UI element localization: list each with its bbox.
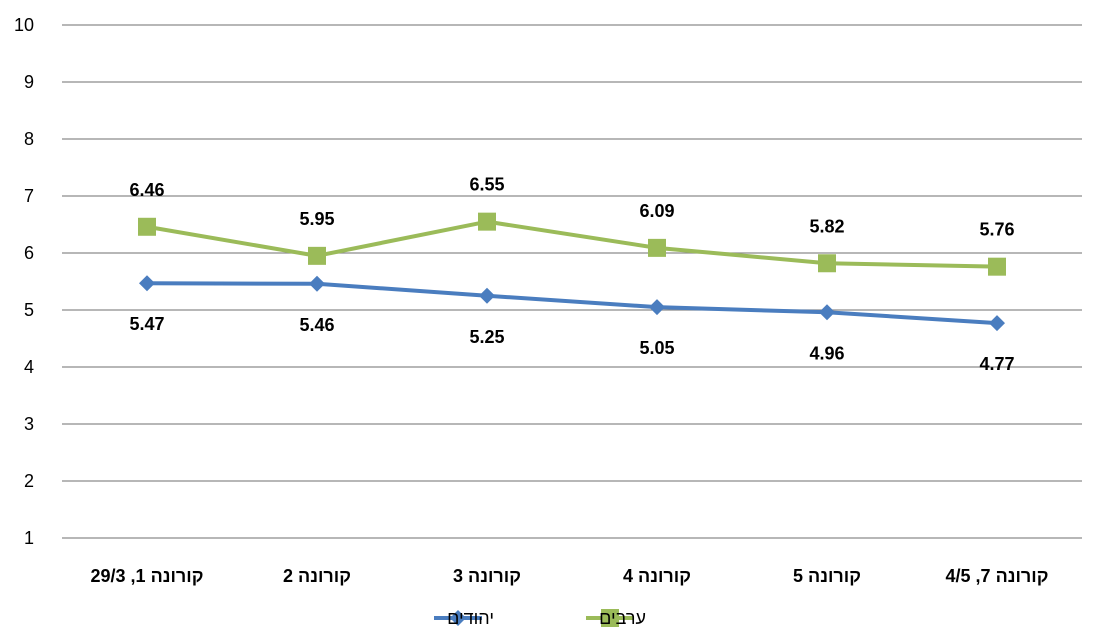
data-label: 6.55	[469, 175, 504, 195]
data-point-diamond	[989, 315, 1005, 332]
y-tick-label: 9	[24, 72, 34, 92]
data-point-diamond	[649, 299, 665, 316]
data-point-diamond	[139, 275, 155, 292]
legend-label: ערבים	[599, 608, 646, 628]
x-tick-label: קורונה 5	[793, 566, 861, 586]
data-label: 5.25	[469, 327, 504, 347]
data-label: 6.46	[129, 180, 164, 200]
data-label: 4.96	[809, 343, 844, 363]
data-label: 6.09	[639, 201, 674, 221]
data-point-square	[308, 246, 326, 265]
data-label: 5.95	[299, 209, 334, 229]
data-point-diamond	[309, 275, 325, 292]
y-tick-label: 2	[24, 471, 34, 491]
data-point-square	[138, 217, 156, 236]
y-tick-label: 4	[24, 357, 34, 377]
data-point-diamond	[819, 304, 835, 321]
y-tick-label: 5	[24, 300, 34, 320]
y-tick-label: 1	[24, 528, 34, 548]
legend-marker-diamond	[450, 610, 466, 626]
x-tick-label: קורונה 1, 29/3	[90, 566, 203, 586]
data-point-square	[648, 238, 666, 257]
series-lines	[138, 212, 1006, 332]
x-tick-label: קורונה 2	[283, 566, 351, 586]
legend: יהודים ערבים	[434, 608, 646, 628]
data-label: 5.46	[299, 315, 334, 335]
series-line	[146, 219, 998, 269]
y-axis-ticks: 1 2 3 4 5 6 7 8 9 10	[14, 15, 34, 548]
data-point-square	[988, 257, 1006, 276]
data-point-square	[478, 212, 496, 231]
legend-marker-square	[601, 609, 619, 627]
data-label: 5.76	[979, 220, 1014, 240]
data-point-square	[818, 254, 836, 273]
gridlines	[62, 24, 1082, 539]
y-tick-label: 3	[24, 414, 34, 434]
y-tick-label: 6	[24, 243, 34, 263]
y-tick-label: 10	[14, 15, 34, 35]
data-label: 5.47	[129, 314, 164, 334]
series-line	[146, 281, 998, 326]
x-axis-ticks: קורונה 1, 29/3 קורונה 2 קורונה 3 קורונה 4 קו…	[90, 566, 1048, 586]
x-tick-label: קורונה 3	[453, 566, 521, 586]
x-tick-label: קורונה 4	[623, 566, 691, 586]
data-label: 4.77	[979, 354, 1014, 374]
data-point-diamond	[479, 287, 495, 304]
data-label: 5.82	[809, 216, 844, 236]
y-tick-label: 8	[24, 129, 34, 149]
data-label: 5.05	[639, 338, 674, 358]
x-tick-label: קורונה 7, 4/5	[946, 566, 1049, 586]
y-tick-label: 7	[24, 186, 34, 206]
legend-label: יהודים	[447, 608, 494, 628]
data-labels: 5.47 5.46 5.25 5.05 4.96 4.77 6.46 5.95 6.55 6.09…	[129, 175, 1014, 374]
